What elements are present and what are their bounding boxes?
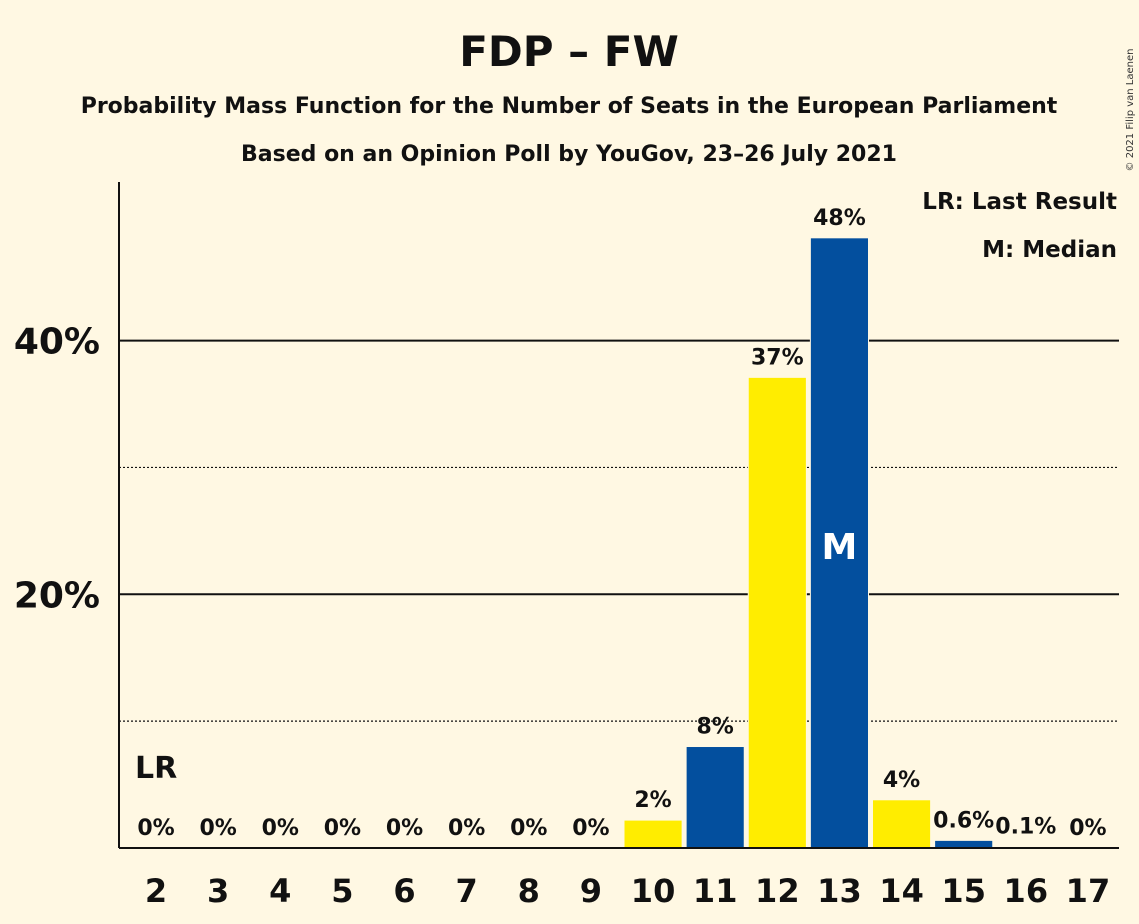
x-tick-label: 7 — [456, 872, 478, 910]
x-tick-label: 6 — [393, 872, 415, 910]
data-label: 4% — [883, 768, 920, 793]
data-label: 0% — [510, 816, 547, 841]
x-tick-label: 12 — [755, 872, 800, 910]
copyright-notice: © 2021 Filip van Laenen — [1125, 49, 1136, 172]
x-tick-label: 17 — [1066, 872, 1111, 910]
x-tick-label: 8 — [518, 872, 540, 910]
data-label: 0% — [262, 816, 299, 841]
x-tick-label: 15 — [941, 872, 986, 910]
chart-title: FDP – FW — [459, 27, 679, 76]
data-label: 48% — [813, 206, 866, 231]
data-label: 0.6% — [933, 808, 994, 833]
y-tick-label: 20% — [14, 575, 100, 616]
x-tick-label: 5 — [331, 872, 353, 910]
bar — [809, 237, 869, 849]
data-label: 37% — [751, 345, 804, 370]
bar — [934, 839, 994, 849]
median-marker: M — [822, 527, 858, 568]
data-label: 0% — [200, 816, 237, 841]
x-tick-label: 2 — [145, 872, 167, 910]
data-label: 0% — [572, 816, 609, 841]
x-tick-label: 4 — [269, 872, 291, 910]
data-label: 2% — [634, 788, 671, 813]
data-label: 0% — [324, 816, 361, 841]
data-label: 0% — [448, 816, 485, 841]
y-tick-labels: 20% 40% — [14, 322, 100, 617]
x-tick-label: 11 — [693, 872, 738, 910]
chart-subtitle: Probability Mass Function for the Number… — [81, 94, 1058, 119]
x-tick-labels: 2 3 4 5 6 7 8 9 10 11 12 13 14 15 16 17 — [145, 872, 1110, 910]
chart-subtitle-poll: Based on an Opinion Poll by YouGov, 23–2… — [241, 142, 897, 167]
data-label: 0% — [137, 816, 174, 841]
legend-median: M: Median — [982, 237, 1117, 263]
bar — [747, 376, 807, 849]
last-result-marker: LR — [135, 751, 177, 786]
data-labels: 0% LR 0% 0% 0% 0% 0% 0% 0% 2% 8% 37% 48% M 4% 0.6% 0.1% 0… — [135, 206, 1107, 841]
x-tick-label: 10 — [631, 872, 676, 910]
x-tick-label: 14 — [879, 872, 924, 910]
bar — [872, 799, 932, 849]
legend-last-result: LR: Last Result — [922, 189, 1117, 215]
x-tick-label: 9 — [580, 872, 602, 910]
data-label: 0% — [386, 816, 423, 841]
data-label: 0.1% — [995, 815, 1056, 840]
bars — [623, 237, 1056, 849]
bar — [623, 819, 683, 849]
x-tick-label: 16 — [1004, 872, 1049, 910]
gridlines — [119, 339, 1119, 722]
bar — [685, 746, 745, 849]
x-tick-label: 13 — [817, 872, 862, 910]
x-tick-label: 3 — [207, 872, 229, 910]
y-tick-label: 40% — [14, 322, 100, 363]
data-label: 8% — [697, 715, 734, 740]
data-label: 0% — [1069, 816, 1106, 841]
